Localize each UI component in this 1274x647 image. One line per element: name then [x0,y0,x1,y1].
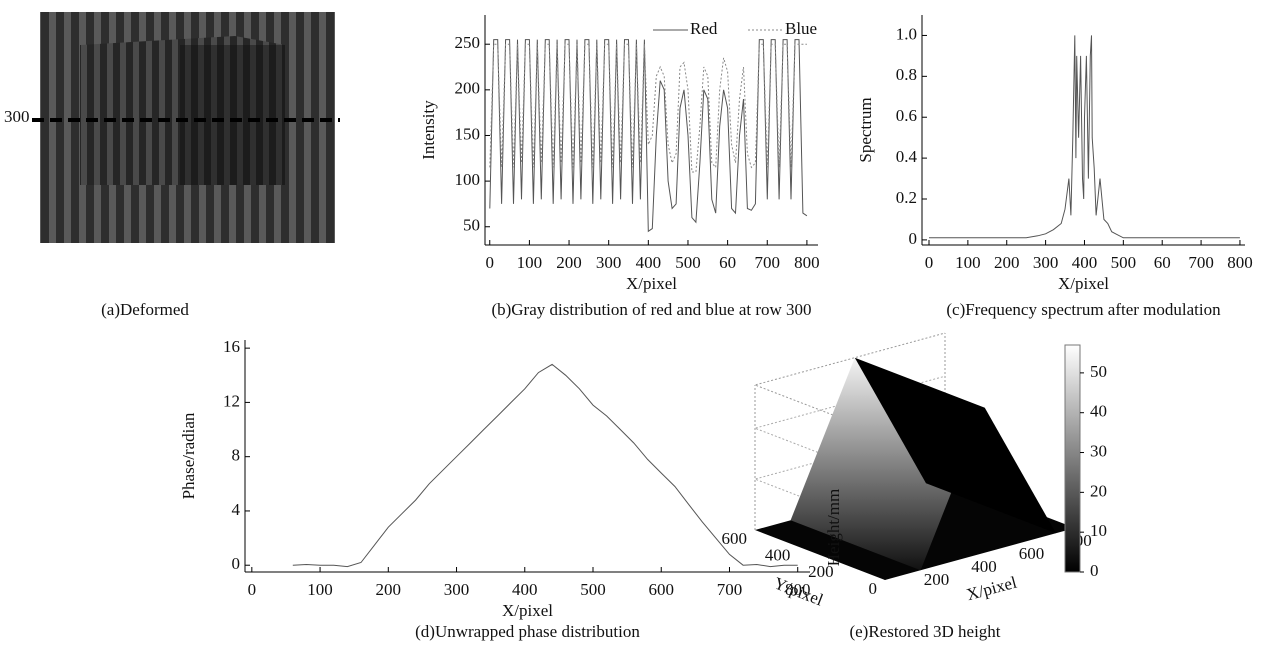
y-tick-label: 200 [808,562,834,581]
x-tick-label: 700 [755,253,781,272]
y-tick-label: 200 [455,79,481,98]
x-tick-label: 300 [444,580,470,599]
x-tick-label: 0 [248,580,257,599]
y-tick-label: 12 [223,391,240,410]
caption: (e)Restored 3D height [849,622,1000,641]
surface-face [854,357,1056,534]
x-tick-label: 600 [648,580,674,599]
x-tick-label: 300 [1033,253,1059,272]
x-tick-label: 300 [596,253,622,272]
x-tick-label: 400 [636,253,662,272]
data-line [292,363,798,568]
caption: (a)Deformed [101,300,189,319]
y-axis-title: Spectrum [856,97,875,162]
z-axis-title: Height/mm [824,489,843,566]
colorbar-label: 0 [1090,561,1099,580]
deformed-image [32,12,340,243]
x-tick-label: 200 [376,580,402,599]
x-tick-label: 500 [675,253,701,272]
x-tick-label: 500 [1111,253,1137,272]
x-tick-label: 0 [486,253,495,272]
x-tick-label: 700 [1188,253,1214,272]
x-tick-label: 100 [517,253,543,272]
y-tick-label: 16 [223,337,240,356]
y-tick-label: 150 [455,124,481,143]
caption: (d)Unwrapped phase distribution [415,622,640,641]
x-tick-label: 200 [556,253,582,272]
colorbar [1064,344,1081,573]
series-line [489,39,808,233]
colorbar-label: 50 [1090,362,1107,381]
series-line [489,43,807,173]
y-tick-label: 50 [463,216,480,235]
y-tick-label: 250 [455,33,481,52]
x-tick-label: 400 [971,557,997,576]
y-tick-label: 0.6 [896,106,917,125]
x-axis-title: X/pixel [626,274,677,293]
y-tick-label: 100 [455,170,481,189]
x-axis-title: X/pixel [964,573,1018,605]
x-axis-title: X/pixel [502,601,553,620]
x-tick-label: 100 [955,253,981,272]
x-tick-label: 0 [925,253,934,272]
y-tick-label: 0.8 [896,65,917,84]
x-tick-label: 60 [1154,253,1171,272]
x-tick-label: 200 [994,253,1020,272]
x-tick-label: 800 [1227,253,1253,272]
y-tick-label: 0 [232,554,241,573]
y-tick-label: 8 [232,446,241,465]
y-axis-title: Intensity [419,100,438,160]
x-tick-label: 400 [512,580,538,599]
legend-label: Red [690,19,718,38]
caption: (c)Frequency spectrum after modulation [946,300,1221,319]
x-tick-label: 60 [719,253,736,272]
y-tick-label: 0 [909,229,918,248]
colorbar-label: 20 [1090,481,1107,500]
y-tick-label: 0 [869,579,878,598]
legend-label: Blue [785,19,817,38]
x-axis-title: X/pixel [1058,274,1109,293]
caption: (b)Gray distribution of red and blue at … [491,300,811,319]
y-tick-label: 0.2 [896,188,917,207]
colorbar-label: 30 [1090,441,1107,460]
x-tick-label: 400 [1072,253,1098,272]
y-tick-label: 0.4 [896,147,918,166]
x-tick-label: 100 [307,580,333,599]
x-tick-label: 700 [717,580,743,599]
x-tick-label: 800 [785,580,811,599]
x-tick-label: 200 [924,570,950,589]
row-label: 300 [4,107,30,126]
y-tick-label: 4 [232,500,241,519]
colorbar-label: 10 [1090,521,1107,540]
x-tick-label: 800 [794,253,820,272]
x-tick-label: 500 [580,580,606,599]
data-line [929,35,1240,239]
y-tick-label: 600 [722,529,748,548]
colorbar-label: 40 [1090,402,1107,421]
y-axis-title: Phase/radian [179,412,198,499]
y-tick-label: 1.0 [896,24,917,43]
y-tick-label: 400 [765,546,791,565]
x-tick-label: 600 [1019,544,1045,563]
